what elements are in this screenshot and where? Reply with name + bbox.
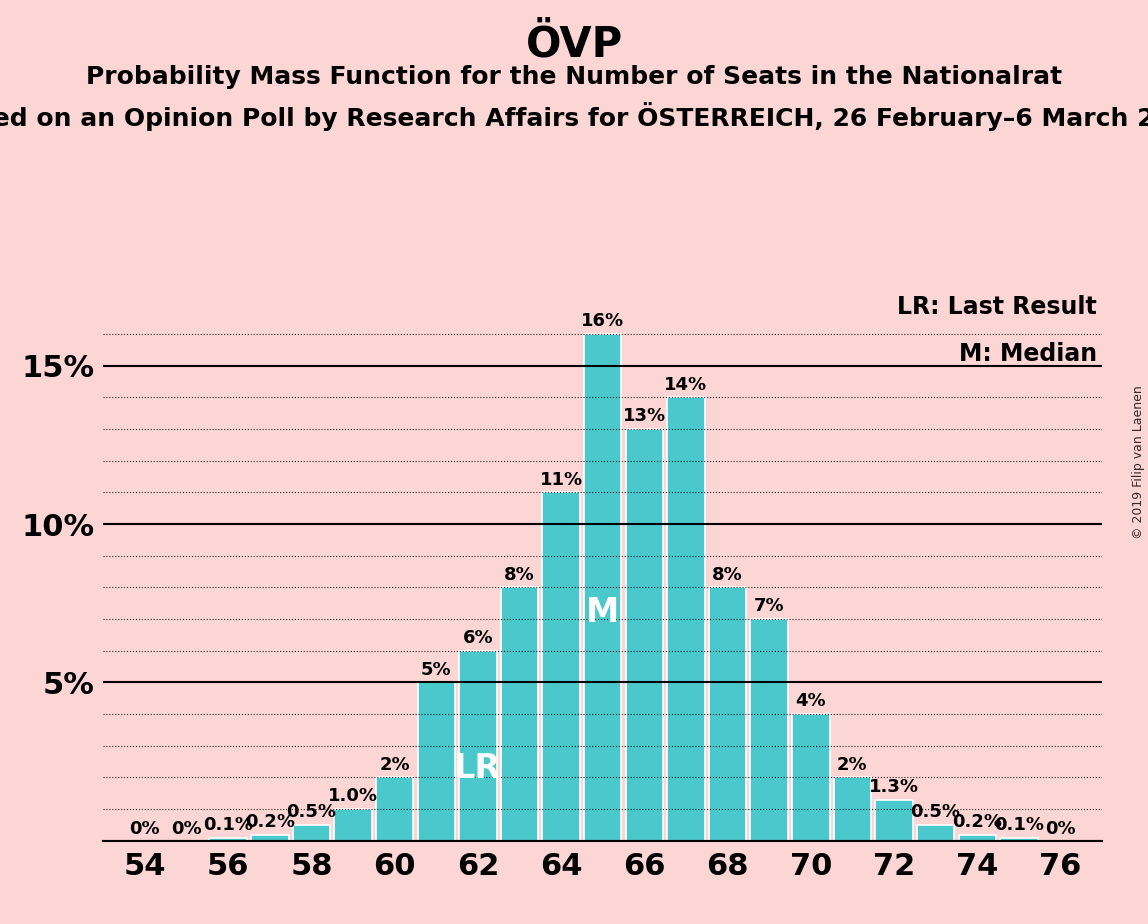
Text: © 2019 Filip van Laenen: © 2019 Filip van Laenen: [1132, 385, 1146, 539]
Bar: [792, 714, 830, 841]
Text: Probability Mass Function for the Number of Seats in the Nationalrat: Probability Mass Function for the Number…: [86, 65, 1062, 89]
Text: 11%: 11%: [540, 470, 583, 489]
Text: 0.5%: 0.5%: [286, 803, 336, 821]
Text: 13%: 13%: [622, 407, 666, 425]
Bar: [708, 588, 746, 841]
Text: 0%: 0%: [171, 821, 202, 838]
Bar: [418, 683, 455, 841]
Text: M: M: [587, 596, 619, 629]
Bar: [459, 650, 497, 841]
Bar: [751, 619, 788, 841]
Text: 0%: 0%: [130, 821, 161, 838]
Text: 1.0%: 1.0%: [328, 787, 378, 806]
Bar: [875, 799, 913, 841]
Text: 16%: 16%: [581, 312, 625, 330]
Text: 0.1%: 0.1%: [994, 816, 1044, 833]
Text: 8%: 8%: [712, 565, 743, 584]
Text: M: Median: M: Median: [959, 342, 1097, 366]
Bar: [1000, 838, 1038, 841]
Bar: [584, 334, 621, 841]
Text: 0.1%: 0.1%: [203, 816, 254, 833]
Text: ÖVP: ÖVP: [526, 23, 622, 65]
Bar: [375, 777, 413, 841]
Text: LR: Last Result: LR: Last Result: [898, 295, 1097, 319]
Text: 2%: 2%: [837, 756, 868, 773]
Text: 4%: 4%: [796, 692, 827, 711]
Text: 5%: 5%: [421, 661, 451, 678]
Bar: [667, 397, 705, 841]
Text: LR: LR: [455, 752, 502, 785]
Text: Based on an Opinion Poll by Research Affairs for ÖSTERREICH, 26 February–6 March: Based on an Opinion Poll by Research Aff…: [0, 102, 1148, 130]
Text: 6%: 6%: [463, 629, 494, 647]
Bar: [959, 834, 996, 841]
Text: 1.3%: 1.3%: [869, 778, 920, 796]
Bar: [833, 777, 871, 841]
Bar: [334, 809, 372, 841]
Text: 0%: 0%: [1045, 821, 1076, 838]
Text: 14%: 14%: [665, 375, 707, 394]
Bar: [501, 588, 538, 841]
Bar: [209, 838, 247, 841]
Bar: [293, 825, 331, 841]
Bar: [917, 825, 954, 841]
Text: 0.5%: 0.5%: [910, 803, 961, 821]
Bar: [251, 834, 288, 841]
Bar: [542, 492, 580, 841]
Text: 2%: 2%: [379, 756, 410, 773]
Text: 7%: 7%: [754, 597, 784, 615]
Text: 8%: 8%: [504, 565, 535, 584]
Text: 0.2%: 0.2%: [245, 813, 295, 831]
Text: 0.2%: 0.2%: [952, 813, 1002, 831]
Bar: [626, 429, 664, 841]
